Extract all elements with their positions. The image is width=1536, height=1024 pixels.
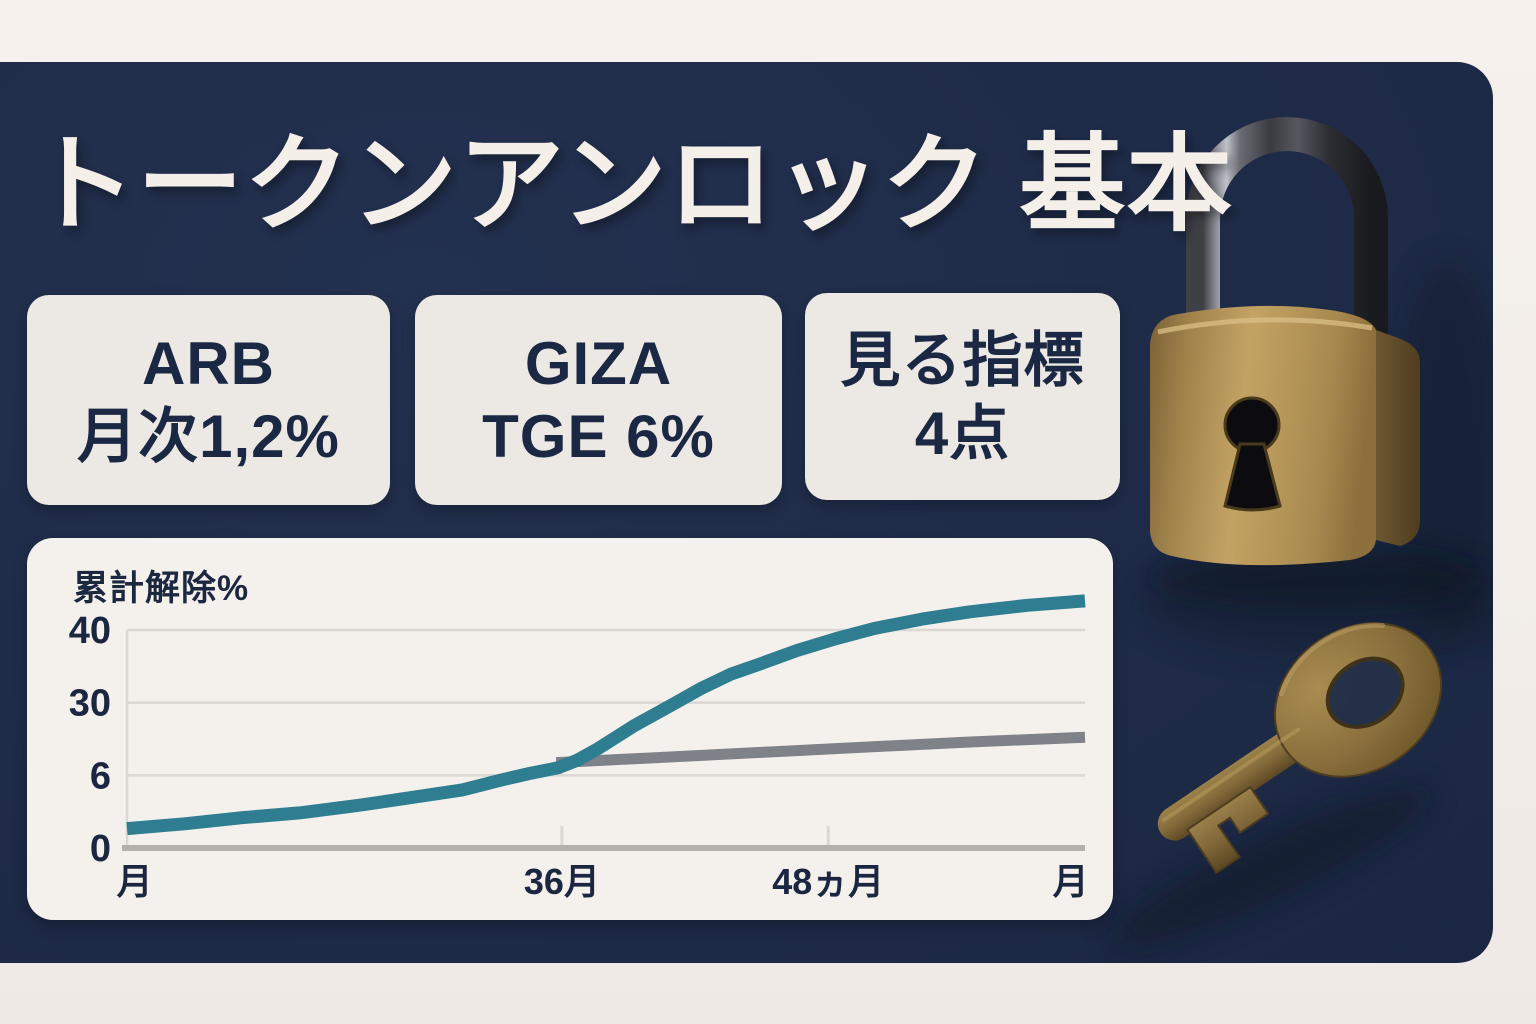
stat-card-metrics-label: 見る指標 xyxy=(840,326,1085,394)
series-gray-linear xyxy=(555,731,1086,769)
x-tick-label: 48ヵ月 xyxy=(772,861,884,902)
x-tick-label: 36月 xyxy=(524,861,600,902)
page-title: トークンアンロック 基本 xyxy=(30,126,1234,244)
unlock-line-chart: 0 6 30 40 月 36月 48ヵ月 月 xyxy=(69,594,1089,902)
stat-card-arb-token: ARB xyxy=(142,330,275,397)
x-tick-label: 月 xyxy=(117,861,153,902)
stat-card-giza: GIZA TGE 6% xyxy=(415,295,782,505)
y-tick-label: 40 xyxy=(69,610,111,652)
y-tick-label: 0 xyxy=(90,828,111,870)
series-teal-s-curve xyxy=(126,594,1086,836)
unlock-chart-card: 0 6 30 40 月 36月 48ヵ月 月 累計解除% xyxy=(27,538,1113,920)
x-tick-label: 月 xyxy=(1053,861,1089,902)
chart-title: 累計解除% xyxy=(73,569,250,608)
stat-card-giza-rate: TGE 6% xyxy=(482,403,715,470)
y-tick-label: 6 xyxy=(90,755,111,797)
stat-card-metrics: 見る指標 4点 xyxy=(805,293,1120,500)
y-tick-label: 30 xyxy=(69,683,111,725)
stat-card-arb-rate: 月次1,2% xyxy=(77,403,340,470)
stat-card-giza-token: GIZA xyxy=(524,330,673,397)
stat-card-arb: ARB 月次1,2% xyxy=(27,295,390,505)
stat-card-metrics-count: 4点 xyxy=(914,399,1011,467)
